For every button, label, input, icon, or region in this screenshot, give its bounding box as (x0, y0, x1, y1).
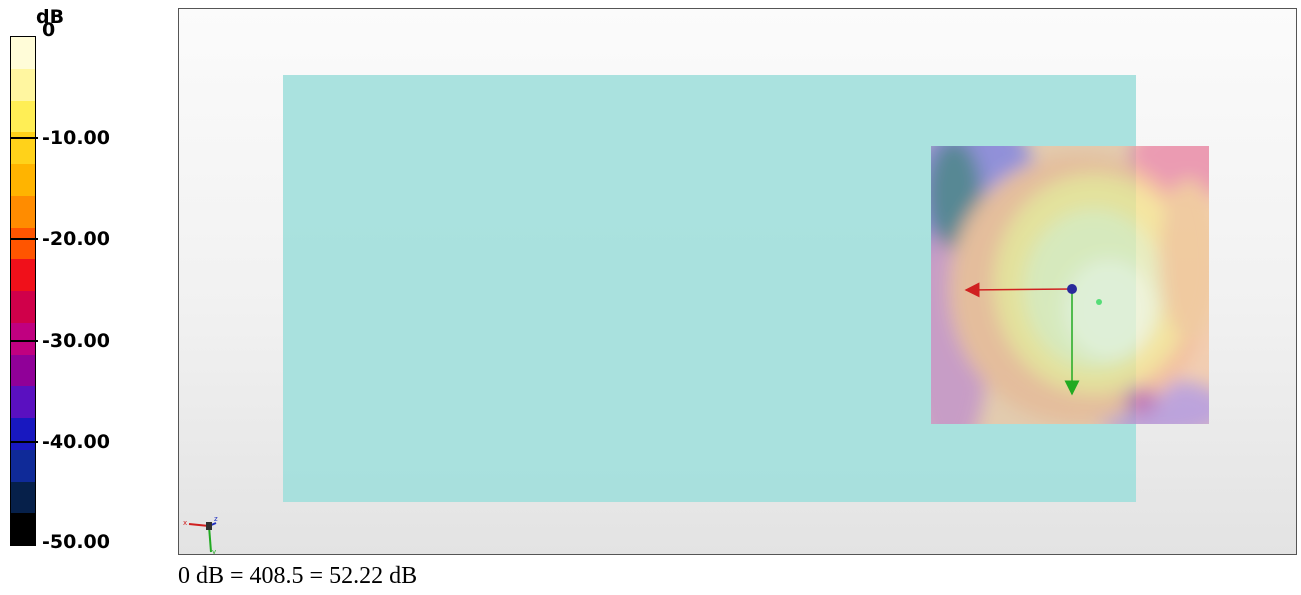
colorbar-segment (11, 259, 35, 292)
field-distribution-overlay: x y z (183, 146, 1209, 555)
colorbar-tick-label: -30.00 (42, 329, 110, 352)
axis-triad: x y z (183, 515, 218, 555)
colorbar-segment (11, 164, 35, 197)
colorbar-segment (11, 100, 35, 133)
colorbar-tick-label: -40.00 (42, 431, 110, 454)
colorbar-tick-label: -20.00 (42, 228, 110, 251)
colorbar-unit-label: dB (36, 6, 65, 28)
peak-marker (1096, 299, 1102, 305)
colorbar-segment (11, 37, 35, 70)
heatmap (931, 146, 1209, 424)
colorbar-segment (11, 449, 35, 482)
colorbar-tick (10, 238, 38, 241)
colorbar-tick-label: -50.00 (42, 531, 110, 553)
colorbar-segment (11, 68, 35, 101)
probe-x-vector (964, 282, 1073, 298)
colorbar-tick-label: -10.00 (42, 126, 110, 149)
colorbar (10, 36, 36, 546)
3d-viewport[interactable]: x y z (178, 8, 1297, 555)
colorbar-segment (11, 418, 35, 451)
colorbar-segment (11, 354, 35, 387)
colorbar-segment (11, 513, 35, 546)
triad-z-label: z (214, 515, 218, 523)
colorbar-tick (10, 441, 38, 444)
colorbar-segment (11, 481, 35, 514)
colorbar-segment (11, 386, 35, 419)
colorbar-segment (11, 291, 35, 324)
colorbar-segment (11, 227, 35, 260)
triad-x-label: x (183, 519, 187, 527)
colorbar-tick (10, 339, 38, 342)
normalization-caption: 0 dB = 408.5 = 52.22 dB (178, 563, 418, 589)
probe-origin (1067, 284, 1077, 294)
colorbar-segment (11, 322, 35, 355)
colorbar-tick-label: 0 (42, 19, 56, 41)
colorbar-tick (10, 136, 38, 139)
colorbar-segment (11, 195, 35, 228)
triad-y-label: y (212, 548, 216, 555)
